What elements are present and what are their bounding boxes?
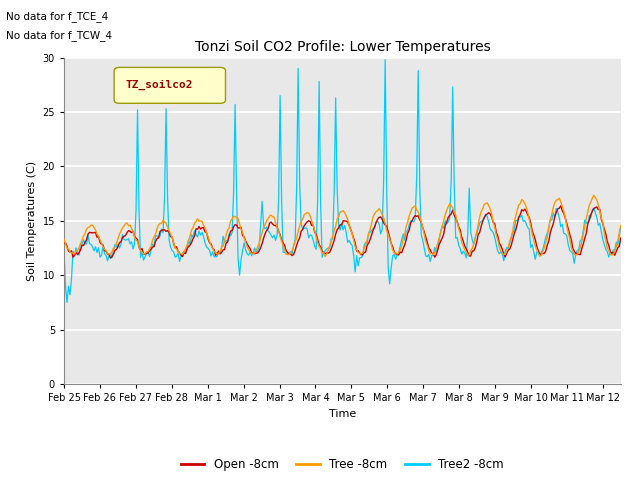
Text: No data for f_TCE_4: No data for f_TCE_4: [6, 11, 109, 22]
X-axis label: Time: Time: [329, 408, 356, 419]
Text: No data for f_TCW_4: No data for f_TCW_4: [6, 30, 113, 41]
FancyBboxPatch shape: [114, 67, 225, 103]
Y-axis label: Soil Temperatures (C): Soil Temperatures (C): [27, 161, 37, 281]
Legend: Open -8cm, Tree -8cm, Tree2 -8cm: Open -8cm, Tree -8cm, Tree2 -8cm: [176, 454, 509, 476]
Title: Tonzi Soil CO2 Profile: Lower Temperatures: Tonzi Soil CO2 Profile: Lower Temperatur…: [195, 40, 490, 54]
Text: TZ_soilco2: TZ_soilco2: [125, 80, 193, 90]
